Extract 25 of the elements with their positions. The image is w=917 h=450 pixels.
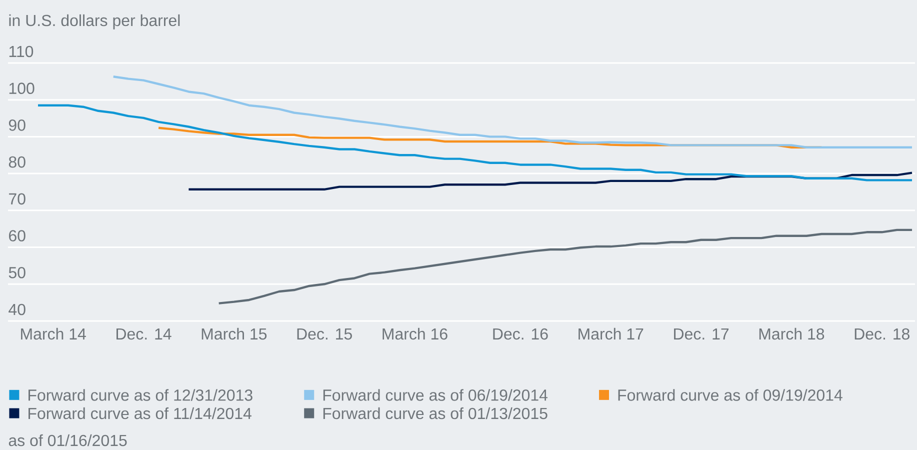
x-tick-label: March 17 [578, 328, 644, 340]
y-tick-label: 60 [9, 230, 26, 242]
y-tick-label: 80 [8, 156, 26, 168]
y-tick-label: 100 [9, 82, 34, 94]
y-tick-label: 90 [8, 120, 26, 131]
x-tick-label: Dec. 17 [674, 328, 729, 340]
x-tick-label: March 16 [382, 328, 448, 340]
legend-label: Forward curve as of 01/13/2015 [323, 407, 548, 420]
legend-label: Forward curve as of 09/19/2014 [618, 389, 842, 401]
x-tick-label: Dec. 14 [116, 328, 172, 340]
legend-label: Forward curve as of 06/19/2014 [323, 389, 548, 401]
legend-label: Forward curve as of 12/31/2013 [28, 389, 252, 401]
y-tick-label: 110 [9, 46, 34, 58]
x-tick-label: March 15 [202, 328, 267, 340]
y-tick-label: 70 [9, 193, 26, 205]
y-tick-label: 50 [8, 266, 26, 278]
x-tick-label: March 18 [759, 328, 824, 340]
legend-label: Forward curve as of 11/14/2014 [28, 407, 252, 420]
x-tick-label: March 14 [21, 328, 86, 340]
y-axis-title: in U.S. dollars per barrel [9, 14, 180, 30]
text: as of 01/16/2015 [8, 434, 127, 446]
y-tick-label: 40 [8, 304, 26, 316]
x-tick-label: Dec. 15 [297, 328, 352, 340]
x-tick-label: Dec. 18 [854, 328, 910, 340]
x-tick-label: Dec. 16 [493, 328, 548, 340]
